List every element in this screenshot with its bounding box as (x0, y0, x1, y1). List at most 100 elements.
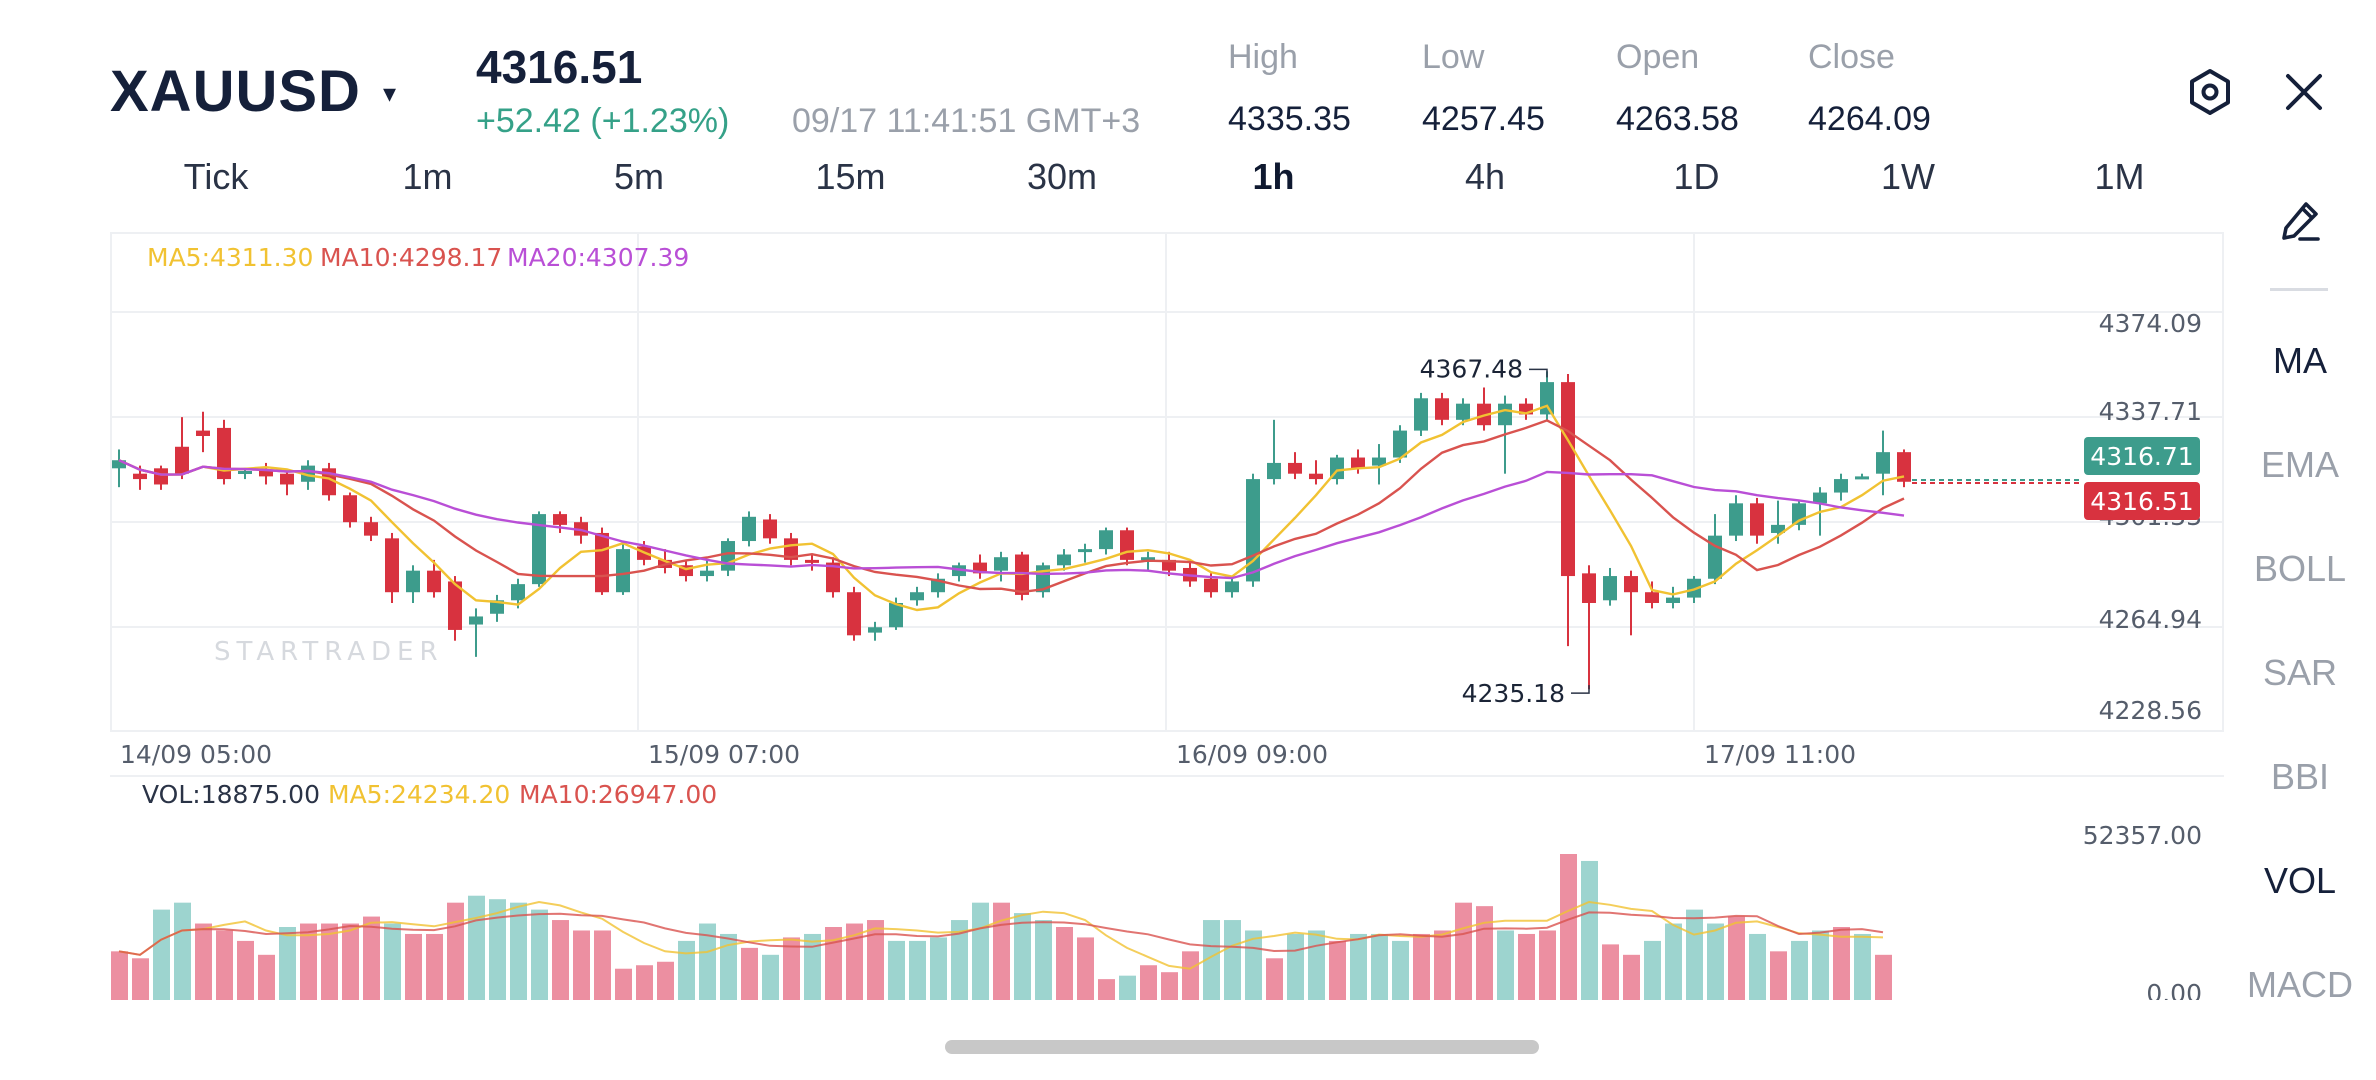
candle (553, 514, 567, 525)
draw-pencil-icon[interactable] (2278, 198, 2324, 244)
volume-bar (1014, 913, 1031, 1000)
tab-timeframe-4h[interactable]: 4h (1464, 156, 1506, 197)
candle (826, 562, 840, 593)
volume-bar (1182, 951, 1199, 1000)
indicator-macd[interactable]: MACD (2247, 964, 2353, 1005)
price-axis-label: 4264.94 (2099, 605, 2202, 634)
indicator-vol[interactable]: VOL (2263, 860, 2337, 901)
volume-bar (1833, 927, 1850, 1000)
candle (889, 602, 903, 628)
volume-bar (258, 954, 275, 1000)
volume-bar (174, 902, 191, 1000)
indicator-sar[interactable]: SAR (2262, 652, 2338, 693)
vol-ma10-line (118, 911, 1884, 956)
volume-bar (1203, 920, 1220, 1000)
volume-bar (237, 940, 254, 1000)
tab-timeframe-30m[interactable]: 30m (1026, 156, 1098, 197)
chart-grid (110, 232, 2224, 777)
ma20-line (118, 459, 1905, 580)
symbol-name[interactable]: XAUUSD (110, 59, 361, 124)
vol-ma5-legend: MA5:24234.20 (328, 780, 510, 809)
volume-bar (1434, 930, 1451, 1000)
candle (616, 549, 630, 593)
candle (847, 592, 861, 636)
symbol-dropdown-icon[interactable]: ▾ (383, 78, 397, 108)
volume-bar (1140, 965, 1157, 1000)
ma10-line (118, 419, 1905, 594)
volume-bar (1875, 954, 1892, 1000)
volume-bar (1665, 923, 1682, 1000)
volume-bar (1224, 920, 1241, 1000)
tab-timeframe-tick[interactable]: Tick (183, 156, 249, 197)
tab-timeframe-1m[interactable]: 1m (402, 156, 453, 197)
indicator-ma[interactable]: MA (2273, 340, 2327, 381)
volume-bar (468, 895, 485, 1000)
candle (1813, 492, 1827, 504)
volume-bar (1056, 927, 1073, 1000)
volume-bar (300, 923, 317, 1000)
price-tag-up-bg (2084, 437, 2200, 475)
volume-bar (1812, 930, 1829, 1000)
candle (1771, 524, 1785, 533)
candle (1288, 462, 1302, 474)
volume-bar (1770, 951, 1787, 1000)
ma-lines (118, 404, 1905, 612)
volume-bar (888, 940, 905, 1000)
volume-bar (741, 947, 758, 1000)
candle (154, 468, 168, 485)
volume-bar (384, 923, 401, 1000)
candle (1372, 457, 1386, 466)
volume-bar (342, 923, 359, 1000)
candle (1750, 503, 1764, 536)
tab-timeframe-1w[interactable]: 1W (1881, 156, 1935, 197)
close-icon[interactable] (2282, 70, 2326, 114)
volume-bar (1518, 933, 1535, 1000)
ma10-legend: MA10:4298.17 (320, 243, 502, 272)
candle (1666, 597, 1680, 603)
chart-labels: 4374.094337.714301.334264.944228.5614/09… (120, 309, 2202, 1000)
candle (259, 471, 273, 477)
volume-bar (993, 902, 1010, 1000)
volume-bar (1371, 933, 1388, 1000)
hexagon-settings-icon[interactable] (2186, 68, 2234, 116)
candle (1393, 430, 1407, 458)
candle (1309, 473, 1323, 480)
home-indicator[interactable] (945, 1040, 1539, 1054)
tab-timeframe-15m[interactable]: 15m (815, 156, 886, 197)
indicator-bbi[interactable]: BBI (2270, 756, 2330, 797)
price-chart[interactable]: STARTRADER 4374.094337.714301.334264.944… (110, 232, 2224, 1000)
volume-bar (615, 968, 632, 1000)
volume-bar (531, 909, 548, 1000)
high-value: 4335.35 (1228, 100, 1351, 138)
time-axis-label: 17/09 11:00 (1704, 740, 1856, 769)
volume-bar (1602, 944, 1619, 1000)
volume-bar (111, 951, 128, 1000)
tab-timeframe-5m[interactable]: 5m (613, 156, 664, 197)
volume-axis-label: 52357.00 (2083, 821, 2202, 850)
candle (1582, 573, 1596, 603)
indicator-ema[interactable]: EMA (2260, 444, 2339, 485)
indicator-boll[interactable]: BOLL (2253, 548, 2347, 589)
volume-bar (1392, 940, 1409, 1000)
volume-bar (573, 930, 590, 1000)
time-axis-label: 15/09 07:00 (648, 740, 800, 769)
close-value: 4264.09 (1808, 100, 1931, 138)
candle (1687, 578, 1701, 598)
tab-timeframe-1h[interactable]: 1h (1252, 156, 1295, 197)
candle (1561, 382, 1575, 577)
volume-bar (909, 940, 926, 1000)
tab-timeframe-1d[interactable]: 1D (1673, 156, 1720, 197)
price-axis-label: 4228.56 (2099, 696, 2202, 725)
candle (805, 559, 819, 563)
volume-bar (489, 899, 506, 1000)
candle (1225, 581, 1239, 593)
candle (994, 557, 1008, 571)
candle (1078, 549, 1092, 553)
volume-bar (1308, 930, 1325, 1000)
volume-bar (363, 916, 380, 1000)
candle (1876, 452, 1890, 474)
vol-legend: VOL:18875.00 (142, 780, 320, 809)
tab-timeframe-1m[interactable]: 1M (2094, 156, 2145, 197)
volume-bar (1455, 902, 1472, 1000)
volume-bar (1287, 933, 1304, 1000)
